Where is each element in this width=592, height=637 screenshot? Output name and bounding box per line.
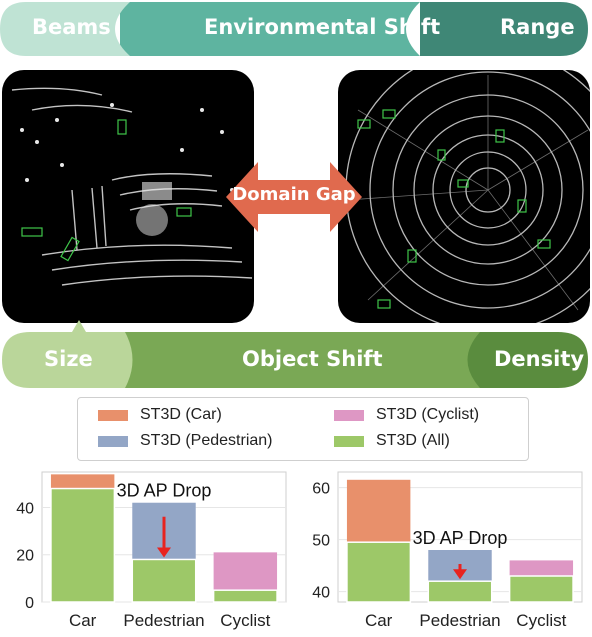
legend-label-all: ST3D (All) [376,432,450,449]
banner-label-range: Range [500,15,575,39]
banner-label-density: Density [494,347,585,371]
bar-chart-right: 40 50 60 Car Pedestrian Cyclist 3D AP Drop [296,466,592,632]
y-tick-label: 40 [312,585,330,602]
top-banner: Beams Environmental Shift Range [0,0,592,56]
banner-label-environmental-shift: Environmental Shift [204,15,441,39]
lidar-scan-left [2,70,254,323]
y-tick-label: 50 [312,533,330,550]
bottom-banner: Size Object Shift Density [0,318,592,388]
legend-swatch-all [334,435,364,447]
bar-cyclist-all [508,575,574,603]
ap-drop-arrowhead [157,547,171,558]
bar-chart-left: 0 20 40 Car Pedestrian Cyclist 3D AP Drop [0,466,296,632]
bar-car-all [50,487,116,603]
bar-chart-left-svg: 0 20 40 Car Pedestrian Cyclist 3D AP Drop [16,471,287,630]
x-tick-label: Cyclist [516,611,566,630]
lidar-scan-left-image [11,87,253,286]
bar-chart-right-svg: 40 50 60 Car Pedestrian Cyclist 3D AP Drop [312,471,583,630]
domain-gap-arrow: Domain Gap [226,160,362,234]
domain-gap-label: Domain Gap [232,184,356,205]
chart-legend: ST3D (Car) ST3D (Pedestrian) ST3D (Cycli… [77,397,529,461]
banner-label-object-shift: Object Shift [242,347,383,371]
ap-drop-annotation: 3D AP Drop [117,481,212,501]
x-tick-label: Pedestrian [419,611,500,630]
x-tick-label: Cyclist [220,611,270,630]
bar-car-all [346,541,412,603]
x-tick-label: Pedestrian [123,611,204,630]
banner-label-size: Size [44,347,93,371]
banner-label-beams: Beams [32,15,111,39]
x-tick-label: Car [365,611,393,630]
bar-pedestrian-all [427,580,493,603]
legend-label-pedestrian: ST3D (Pedestrian) [140,432,273,449]
x-tick-label: Car [69,611,97,630]
y-tick-label: 40 [16,500,34,517]
legend-label-car: ST3D (Car) [140,406,222,423]
ap-drop-annotation: 3D AP Drop [413,528,508,548]
top-banner-shape [0,2,588,56]
legend-item-cyclist: ST3D (Cyclist) [334,406,479,424]
y-tick-label: 20 [16,548,34,565]
legend-swatch-car [98,409,128,421]
lidar-scan-right [338,70,590,323]
y-tick-label: 60 [312,481,330,498]
legend-item-car: ST3D (Car) [98,406,222,424]
legend-label-cyclist: ST3D (Cyclist) [376,406,480,423]
bar-cyclist-all [212,589,278,603]
legend-swatch-cyclist [334,409,364,421]
y-tick-label: 0 [25,595,34,612]
double-arrow-icon [226,162,362,232]
ap-drop-arrowhead [453,569,467,580]
bar-pedestrian-all [131,558,197,603]
legend-swatch-pedestrian [98,435,128,447]
lidar-scan-right-image [345,70,590,323]
bottom-banner-shape [2,320,588,388]
legend-item-pedestrian: ST3D (Pedestrian) [98,432,273,450]
legend-item-all: ST3D (All) [334,432,450,450]
